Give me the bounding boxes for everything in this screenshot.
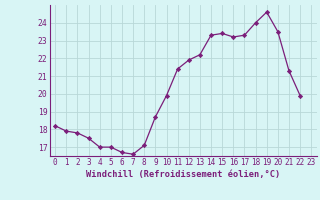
X-axis label: Windchill (Refroidissement éolien,°C): Windchill (Refroidissement éolien,°C) bbox=[86, 170, 280, 179]
